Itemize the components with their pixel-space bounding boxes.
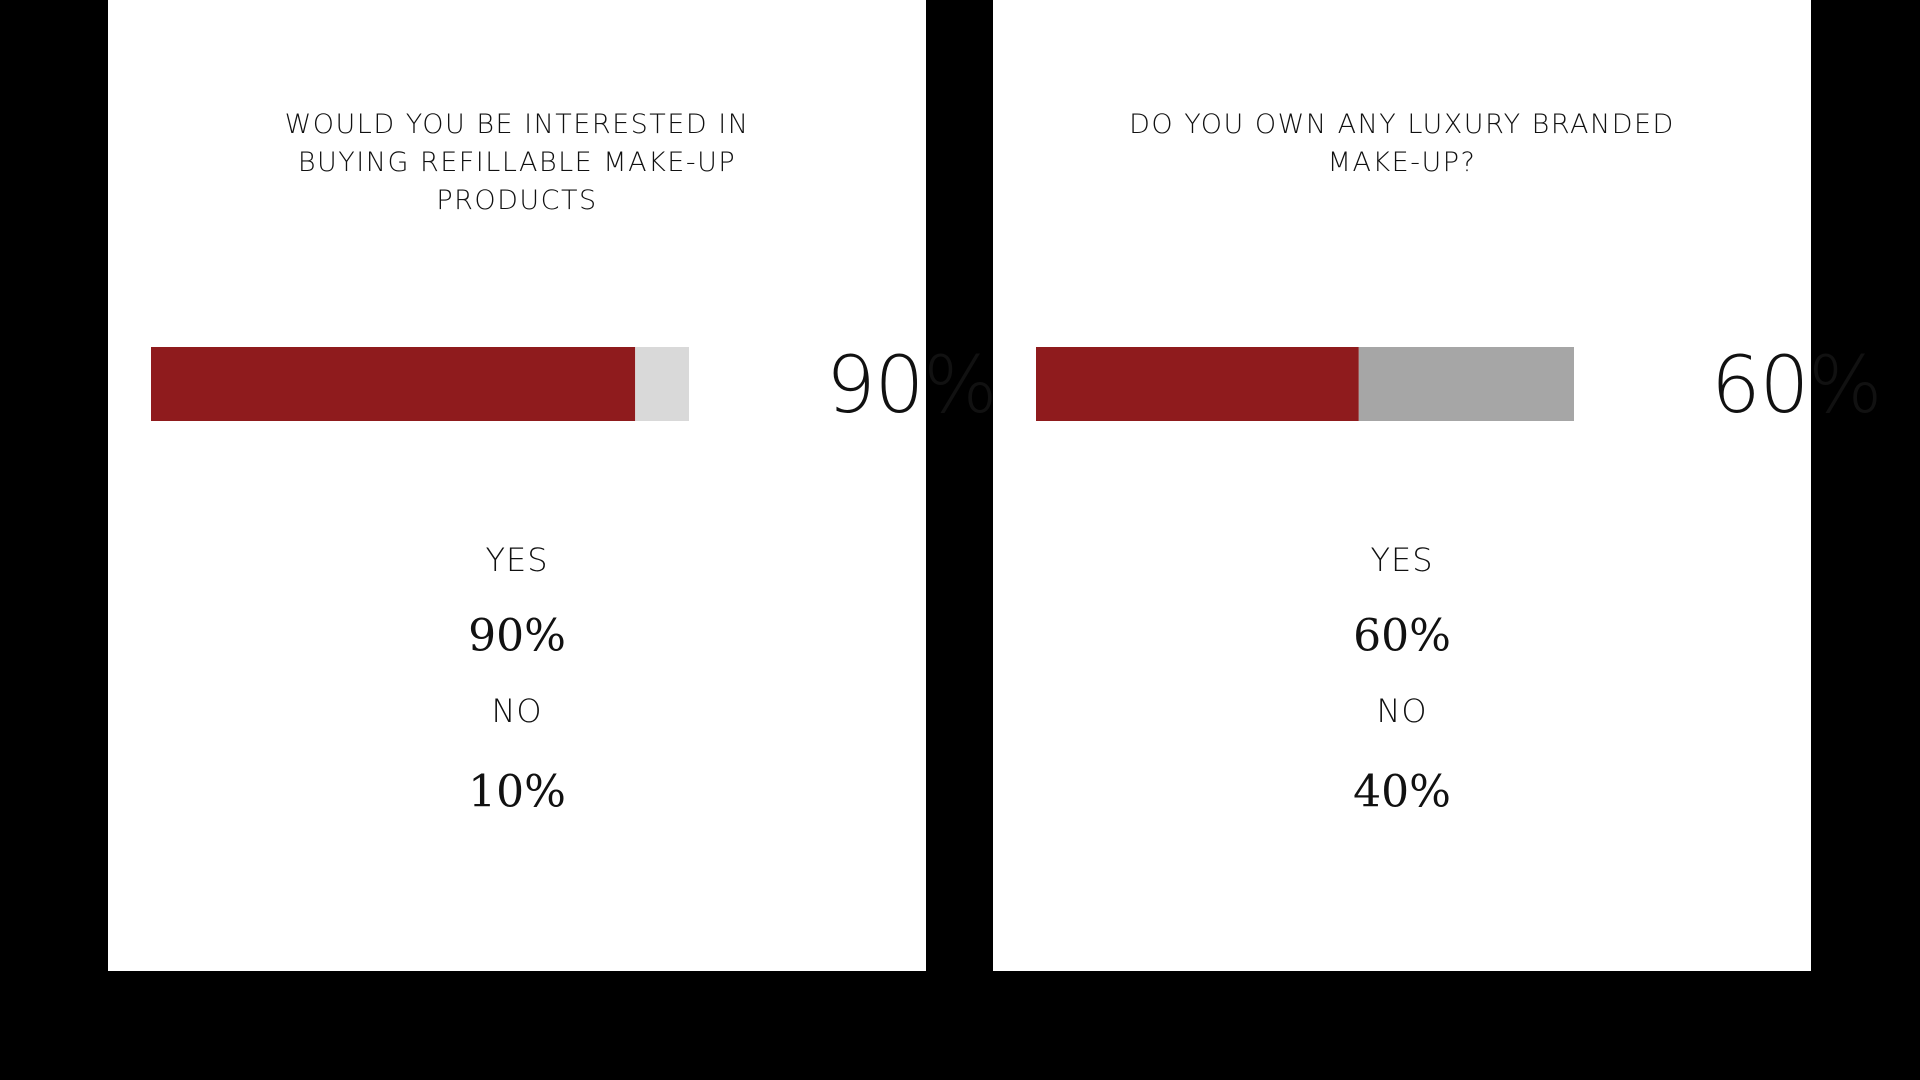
category-label: YES: [1370, 541, 1434, 579]
headline-value: 60%: [1711, 341, 1882, 431]
value-label: 90%: [468, 610, 566, 662]
bar-segment: [1358, 347, 1574, 421]
bar-segment: [151, 347, 636, 421]
headline-value: 90%: [826, 341, 997, 431]
bar-segment: [635, 347, 689, 421]
value-label: 10%: [468, 766, 566, 818]
panel-title: DO YOU OWN ANY LUXURY BRANDED MAKE-UP?: [1129, 109, 1675, 178]
category-label: NO: [491, 692, 543, 730]
value-label: 60%: [1353, 610, 1451, 662]
value-label: 40%: [1353, 766, 1451, 818]
panel-title: WOULD YOU BE INTERESTED IN BUYING REFILL…: [284, 109, 750, 216]
chart-panel: WOULD YOU BE INTERESTED IN BUYING REFILL…: [108, 0, 997, 971]
chart-panel: DO YOU OWN ANY LUXURY BRANDED MAKE-UP? 60…: [993, 0, 1882, 971]
category-label: NO: [1376, 692, 1428, 730]
bar-segment: [1036, 347, 1359, 421]
category-label: YES: [485, 541, 549, 579]
progress-bar: [1036, 347, 1574, 421]
progress-bar: [151, 347, 689, 421]
